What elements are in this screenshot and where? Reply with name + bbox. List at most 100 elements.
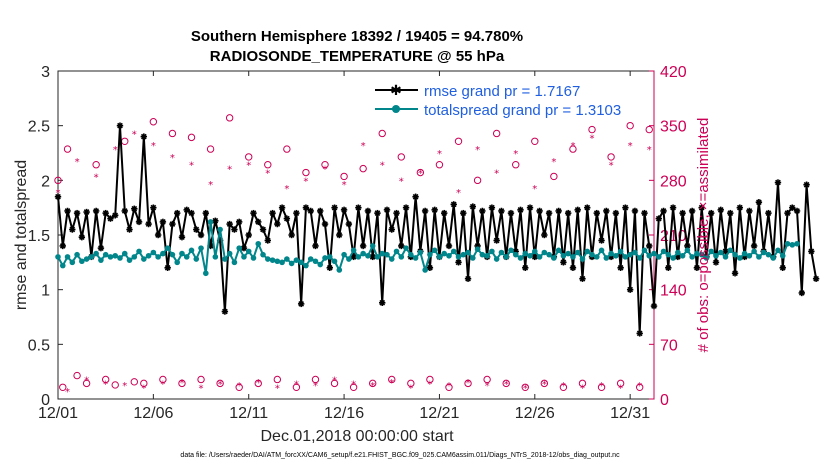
obs-assimilated-point: * xyxy=(427,379,432,390)
spread-point xyxy=(751,248,757,255)
spread-point xyxy=(479,251,486,258)
obs-possible-point xyxy=(292,383,301,391)
rmse-point xyxy=(727,209,734,217)
y-tick-label: 1.5 xyxy=(28,228,50,245)
obs-possible-point xyxy=(368,379,377,388)
obs-assimilated-point: * xyxy=(590,133,595,144)
obs-assimilated-point: * xyxy=(351,379,356,390)
rmse-point xyxy=(283,215,291,222)
obs-assimilated-point: * xyxy=(246,161,251,172)
obs-assimilated-point: * xyxy=(437,149,442,160)
obs-possible-point xyxy=(416,168,425,177)
spread-point xyxy=(684,247,691,254)
rmse-point xyxy=(679,209,686,217)
spread-point xyxy=(188,247,195,254)
obs-assimilated-point: * xyxy=(256,378,261,389)
rmse-point xyxy=(83,208,90,216)
rmse-point xyxy=(569,264,577,271)
rmse-point xyxy=(107,215,114,222)
spread-point xyxy=(512,251,519,258)
y-right-tick-label: 280 xyxy=(660,173,687,190)
x-axis-label: Dec.01,2018 00:00:00 start xyxy=(260,428,454,445)
obs-possible-point xyxy=(149,118,158,126)
spread-point xyxy=(203,270,209,277)
legend: ✱ rmse grand pr = 1.7167 totalspread gra… xyxy=(375,83,621,119)
spread-point xyxy=(427,251,433,258)
obs-assimilated-point: * xyxy=(466,378,471,389)
rmse-point xyxy=(631,207,639,215)
obs-assimilated-point: * xyxy=(418,169,423,180)
spread-point xyxy=(636,255,643,261)
obs-assimilated-point: * xyxy=(103,379,108,390)
spread-point xyxy=(474,246,481,253)
obs-assimilated-point: * xyxy=(561,381,566,392)
obs-assimilated-point: * xyxy=(179,378,184,389)
obs-possible-point xyxy=(283,145,291,153)
spread-point xyxy=(460,251,467,258)
rmse-point xyxy=(469,203,477,210)
obs-possible-point xyxy=(397,153,405,161)
spread-point xyxy=(117,255,123,261)
spread-point xyxy=(336,267,343,273)
rmse-point xyxy=(507,209,515,217)
y-tick-label: 3 xyxy=(41,64,50,81)
obs-assimilated-point: * xyxy=(132,129,137,140)
rmse-point xyxy=(388,226,395,233)
rmse-point xyxy=(460,209,467,217)
spread-point xyxy=(708,248,715,255)
rmse-point xyxy=(331,204,338,211)
spread-point xyxy=(737,255,743,261)
obs-assimilated-point: * xyxy=(284,184,289,195)
rmse-point xyxy=(302,204,310,211)
obs-possible-point xyxy=(330,379,339,388)
spread-point xyxy=(670,255,676,261)
rmse-point xyxy=(464,275,472,282)
spread-point xyxy=(326,254,333,260)
spread-point xyxy=(121,250,128,257)
rmse-point xyxy=(398,242,405,250)
spread-point xyxy=(55,254,61,260)
obs-possible-point xyxy=(521,383,529,391)
rmse-point xyxy=(455,259,462,266)
spread-point xyxy=(403,245,409,251)
obs-possible-point xyxy=(225,114,234,122)
obs-possible-point xyxy=(168,129,177,138)
rmse-point xyxy=(288,231,295,239)
rmse-point xyxy=(245,231,252,239)
obs-possible-point xyxy=(235,383,243,391)
spread-point xyxy=(107,254,114,260)
rmse-point xyxy=(312,242,319,250)
spread-point xyxy=(660,248,667,255)
rmse-point xyxy=(188,209,195,217)
rmse-point xyxy=(235,218,243,226)
rmse-point xyxy=(379,299,386,306)
spread-point xyxy=(722,254,729,260)
spread-point xyxy=(379,250,386,257)
spread-point xyxy=(350,247,357,254)
spread-point xyxy=(145,252,152,259)
obs-possible-point xyxy=(82,379,91,388)
obs-possible-point xyxy=(302,168,310,177)
obs-assimilated-point: * xyxy=(189,161,194,172)
rmse-point xyxy=(317,207,324,215)
spread-point xyxy=(207,219,214,225)
rmse-point xyxy=(231,226,238,233)
rmse-point xyxy=(226,220,233,228)
obs-possible-point xyxy=(626,121,634,130)
obs-possible-point xyxy=(245,153,253,161)
rmse-point xyxy=(598,237,605,244)
rmse-point xyxy=(54,193,62,200)
obs-assimilated-point: * xyxy=(637,381,642,392)
obs-possible-point xyxy=(254,379,262,388)
rmse-point xyxy=(669,204,677,211)
rmse-point xyxy=(359,242,367,250)
rmse-point xyxy=(603,207,610,215)
spread-point xyxy=(689,254,695,260)
obs-possible-point xyxy=(435,161,444,169)
spread-point xyxy=(698,251,705,258)
rmse-point xyxy=(140,133,148,140)
rmse-point xyxy=(135,218,143,226)
y-right-tick-label: 140 xyxy=(660,283,687,300)
rmse-point xyxy=(564,209,572,217)
spread-point xyxy=(651,250,657,257)
